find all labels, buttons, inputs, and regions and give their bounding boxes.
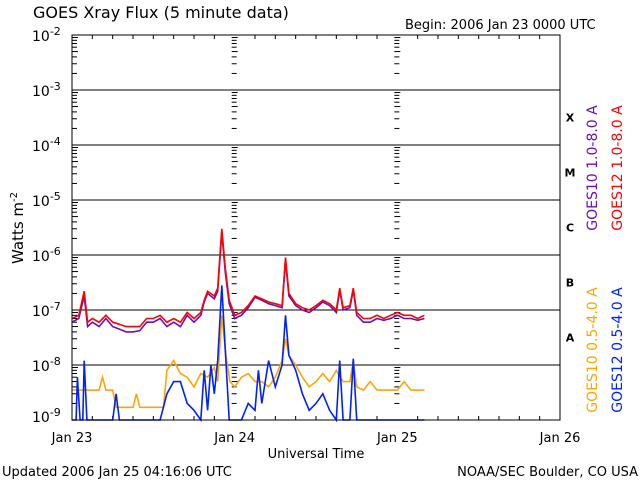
y-tick-base: 10 bbox=[32, 84, 50, 100]
grid-lines bbox=[72, 89, 560, 366]
series-line bbox=[72, 315, 425, 409]
x-tick-label: Jan 23 bbox=[51, 431, 93, 446]
footer-updated: Updated 2006 Jan 25 04:16:06 UTC bbox=[2, 465, 232, 480]
y-tick-base: 10 bbox=[32, 249, 50, 265]
axis-ticks bbox=[72, 35, 541, 420]
legend-item: GOES12 1.0-8.0 A bbox=[610, 105, 626, 231]
y-tick-labels: 10-210-310-410-510-610-710-810-9 bbox=[32, 25, 61, 426]
y-tick-base: 10 bbox=[32, 359, 50, 375]
y-tick-base: 10 bbox=[32, 194, 50, 210]
legend-label: GOES12 0.5-4.0 A bbox=[610, 287, 626, 413]
series-lines bbox=[71, 228, 425, 423]
legend-item: GOES10 0.5-4.0 A bbox=[585, 287, 601, 413]
y-tick-label: 10-8 bbox=[32, 355, 61, 375]
flare-class-label: B bbox=[566, 277, 574, 290]
y-tick-base: 10 bbox=[32, 304, 50, 320]
legend: GOES10 1.0-8.0 A GOES12 1.0-8.0 A GOES10 0… bbox=[585, 105, 626, 413]
x-tick-labels: Jan 23 Jan 24 Jan 25 Jan 26 bbox=[51, 431, 581, 446]
y-tick-exponent: -4 bbox=[50, 135, 61, 148]
y-tick-label: 10-9 bbox=[32, 406, 61, 426]
y-tick-base: 10 bbox=[32, 410, 50, 426]
y-tick-exponent: -8 bbox=[50, 355, 61, 368]
y-tick-label: 10-4 bbox=[32, 135, 61, 155]
y-tick-exponent: -5 bbox=[50, 190, 61, 203]
y-tick-exponent: -7 bbox=[50, 300, 61, 313]
y-tick-label: 10-3 bbox=[32, 80, 61, 100]
flare-class-label: A bbox=[566, 332, 575, 345]
plot-frame bbox=[71, 34, 561, 421]
legend-label: GOES10 1.0-8.0 A bbox=[585, 105, 601, 231]
footer-credit: NOAA/SEC Boulder, CO USA bbox=[457, 465, 638, 480]
y-axis-label-text: Watts m bbox=[9, 202, 27, 264]
y-tick-exponent: -9 bbox=[50, 406, 61, 419]
svg-text:Watts m-2: Watts m-2 bbox=[9, 192, 27, 264]
y-tick-exponent: -3 bbox=[50, 80, 61, 93]
y-tick-base: 10 bbox=[32, 29, 50, 45]
flare-class-labels: X M C B A bbox=[565, 112, 576, 345]
x-axis-label: Universal Time bbox=[268, 447, 365, 462]
x-tick-label: Jan 26 bbox=[539, 431, 581, 446]
y-tick-exponent: -6 bbox=[50, 245, 61, 258]
legend-label: GOES10 0.5-4.0 A bbox=[585, 287, 601, 413]
flare-class-label: C bbox=[566, 222, 574, 235]
y-axis-label-sup: -2 bbox=[9, 192, 20, 202]
flare-class-label: X bbox=[566, 112, 575, 125]
y-tick-label: 10-6 bbox=[32, 245, 61, 265]
y-tick-label: 10-7 bbox=[32, 300, 61, 320]
begin-label: Begin: 2006 Jan 23 0000 UTC bbox=[405, 18, 596, 33]
y-axis-label: Watts m-2 bbox=[9, 192, 27, 264]
y-tick-label: 10-2 bbox=[32, 25, 61, 45]
legend-item: GOES10 1.0-8.0 A bbox=[585, 105, 601, 231]
y-tick-base: 10 bbox=[32, 139, 50, 155]
chart-title: GOES Xray Flux (5 minute data) bbox=[33, 3, 289, 22]
flare-class-label: M bbox=[565, 167, 576, 180]
x-tick-label: Jan 24 bbox=[213, 431, 255, 446]
series-line bbox=[71, 228, 425, 328]
series-line bbox=[72, 285, 425, 423]
y-tick-exponent: -2 bbox=[50, 25, 61, 38]
series-line bbox=[71, 232, 425, 333]
legend-item: GOES12 0.5-4.0 A bbox=[610, 287, 626, 413]
legend-label: GOES12 1.0-8.0 A bbox=[610, 105, 626, 231]
x-tick-label: Jan 25 bbox=[376, 431, 418, 446]
y-tick-label: 10-5 bbox=[32, 190, 61, 210]
